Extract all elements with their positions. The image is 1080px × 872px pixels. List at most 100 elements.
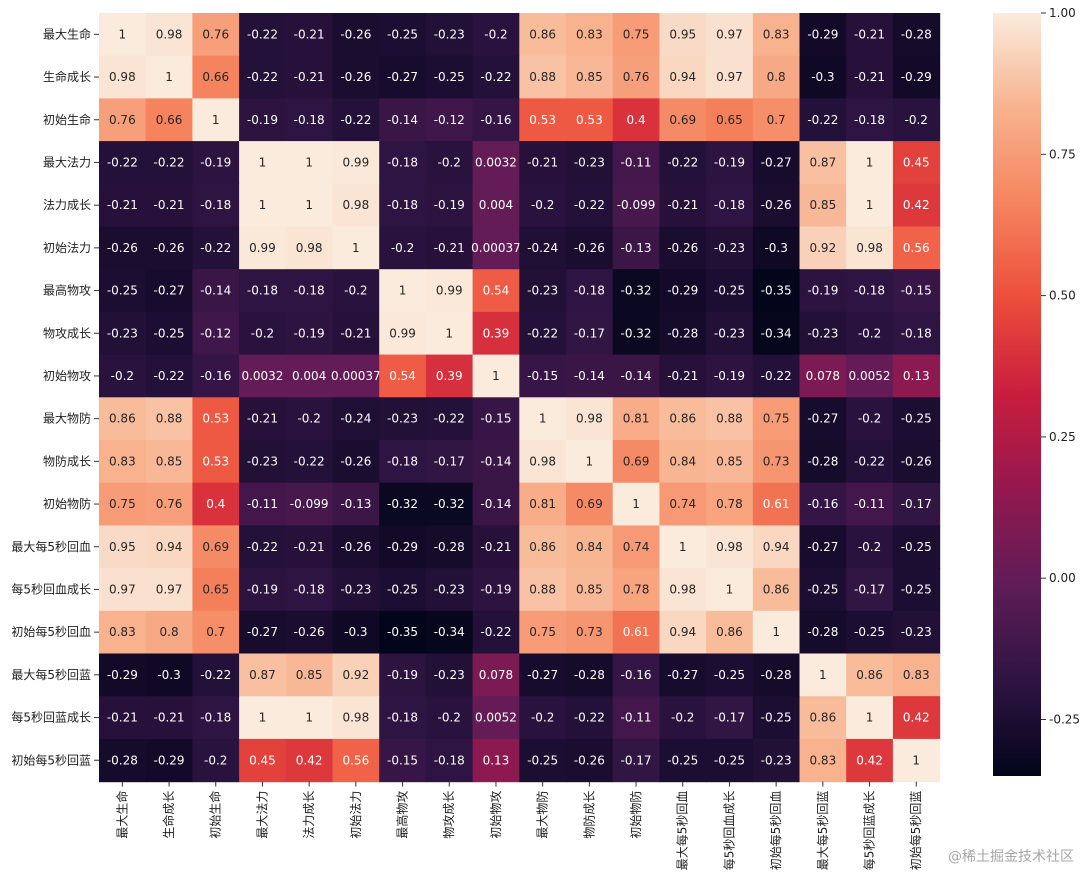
cell-value-label: -0.19 [247,582,278,596]
heatmap-cell [332,354,380,398]
heatmap-cell [99,13,147,57]
cell-value-label: 0.98 [576,412,603,426]
heatmap-cell [425,397,474,441]
cell-value-label: 0.94 [669,70,696,84]
heatmap-cell [519,482,567,526]
cell-value-label: 1 [866,155,874,169]
heatmap-cell [332,525,380,569]
cell-value-label: -0.32 [434,497,465,511]
cell-value-label: 0.83 [903,668,930,682]
cell-value-label: 0.98 [669,582,696,596]
cell-value-label: -0.28 [434,540,465,554]
cell-value-label: 0.56 [903,241,930,255]
cell-value-label: -0.26 [340,454,371,468]
heatmap-cell [332,269,380,313]
cell-value-label: 0.76 [109,113,136,127]
heatmap-cell [239,738,287,783]
cell-value-label: -0.17 [574,326,605,340]
heatmap-cell [892,269,941,313]
x-tick-label: 初始法力 [349,791,363,839]
cell-value-label: -0.17 [434,454,465,468]
cell-value-label: -0.22 [200,668,231,682]
heatmap-cell [612,397,660,441]
heatmap-cell [752,55,801,99]
heatmap-cell [239,311,287,356]
cell-value-label: 0.7 [767,113,786,127]
cell-value-label: -0.13 [621,241,652,255]
heatmap-cell [892,610,941,655]
heatmap-cell [752,482,801,526]
heatmap-cell [192,354,240,398]
colorbar-tick-label: -0.25 [1049,712,1080,726]
cell-value-label: -0.25 [154,326,185,340]
cell-value-label: 0.86 [809,711,836,725]
y-tick-label: 初始物攻 [43,369,91,383]
cell-value-label: -0.22 [340,113,371,127]
heatmap-cell [239,696,287,740]
cell-value-label: -0.19 [247,113,278,127]
cell-value-label: -0.26 [667,241,698,255]
cell-value-label: 0.85 [809,198,836,212]
cell-value-label: -0.22 [294,454,325,468]
cell-value-label: 0.00037 [471,241,521,255]
cell-value-label: -0.2 [297,412,320,426]
heatmap-cell [612,269,660,313]
cell-value-label: -0.25 [761,711,792,725]
cell-value-label: -0.22 [154,369,185,383]
cell-value-label: 0.83 [809,753,836,767]
heatmap-cell [659,482,707,526]
x-tick-label: 初始物防 [628,791,643,839]
heatmap-cell [285,610,334,655]
heatmap-cell [239,183,287,228]
cell-value-label: -0.23 [340,582,371,596]
heatmap-cell [332,141,380,185]
heatmap-cell [332,13,380,57]
heatmap-cell [472,183,520,228]
y-tick-label: 初始生命 [43,112,91,127]
heatmap-cell [99,141,147,185]
x-tick-label: 每5秒回血成长 [721,791,736,871]
heatmap-cell [612,13,660,57]
cell-value-label: 1 [259,198,267,212]
cell-value-label: -0.25 [527,753,558,767]
heatmap-cell [239,141,287,185]
heatmap-cell [379,141,427,185]
heatmap-cell [472,482,520,526]
heatmap-cell [99,653,147,697]
cell-value-label: -0.2 [905,113,928,127]
heatmap-cell [145,738,193,783]
cell-value-label: -0.25 [714,668,745,682]
heatmap-cell [752,141,801,185]
cell-value-label: -0.27 [154,284,185,298]
heatmap-cell [846,311,894,356]
cell-value-label: -0.26 [107,241,138,255]
cell-value-label: -0.23 [247,454,278,468]
cell-value-label: -0.29 [667,284,698,298]
heatmap-cell [799,269,847,313]
heatmap-cell [752,525,801,569]
cell-value-label: -0.21 [527,155,558,169]
heatmap-cell [612,354,660,398]
cell-value-label: 1 [445,326,453,340]
x-tick-label: 生命成长 [161,791,176,839]
cell-value-label: -0.14 [200,284,231,298]
cell-value-label: 0.97 [716,27,743,41]
cell-value-label: -0.21 [340,326,371,340]
cell-value-label: 0.97 [716,70,743,84]
heatmap-cell [799,525,847,569]
heatmap-cell [752,440,801,484]
heatmap-cell [519,653,567,697]
cell-value-label: -0.25 [807,582,838,596]
cell-value-label: -0.18 [294,113,325,127]
cell-value-label: -0.21 [854,27,885,41]
x-tick-label: 初始生命 [208,791,223,839]
cell-value-label: -0.19 [480,582,511,596]
heatmap-cell [145,311,193,356]
heatmap-cell [846,354,894,398]
colorbar-tick-label: 1.00 [1049,6,1076,20]
cell-value-label: -0.35 [761,284,792,298]
cell-value-label: -0.2 [391,241,414,255]
cell-value-label: 0.69 [202,540,229,554]
cell-value-label: 0.53 [529,113,556,127]
cell-value-label: 0.94 [763,540,790,554]
